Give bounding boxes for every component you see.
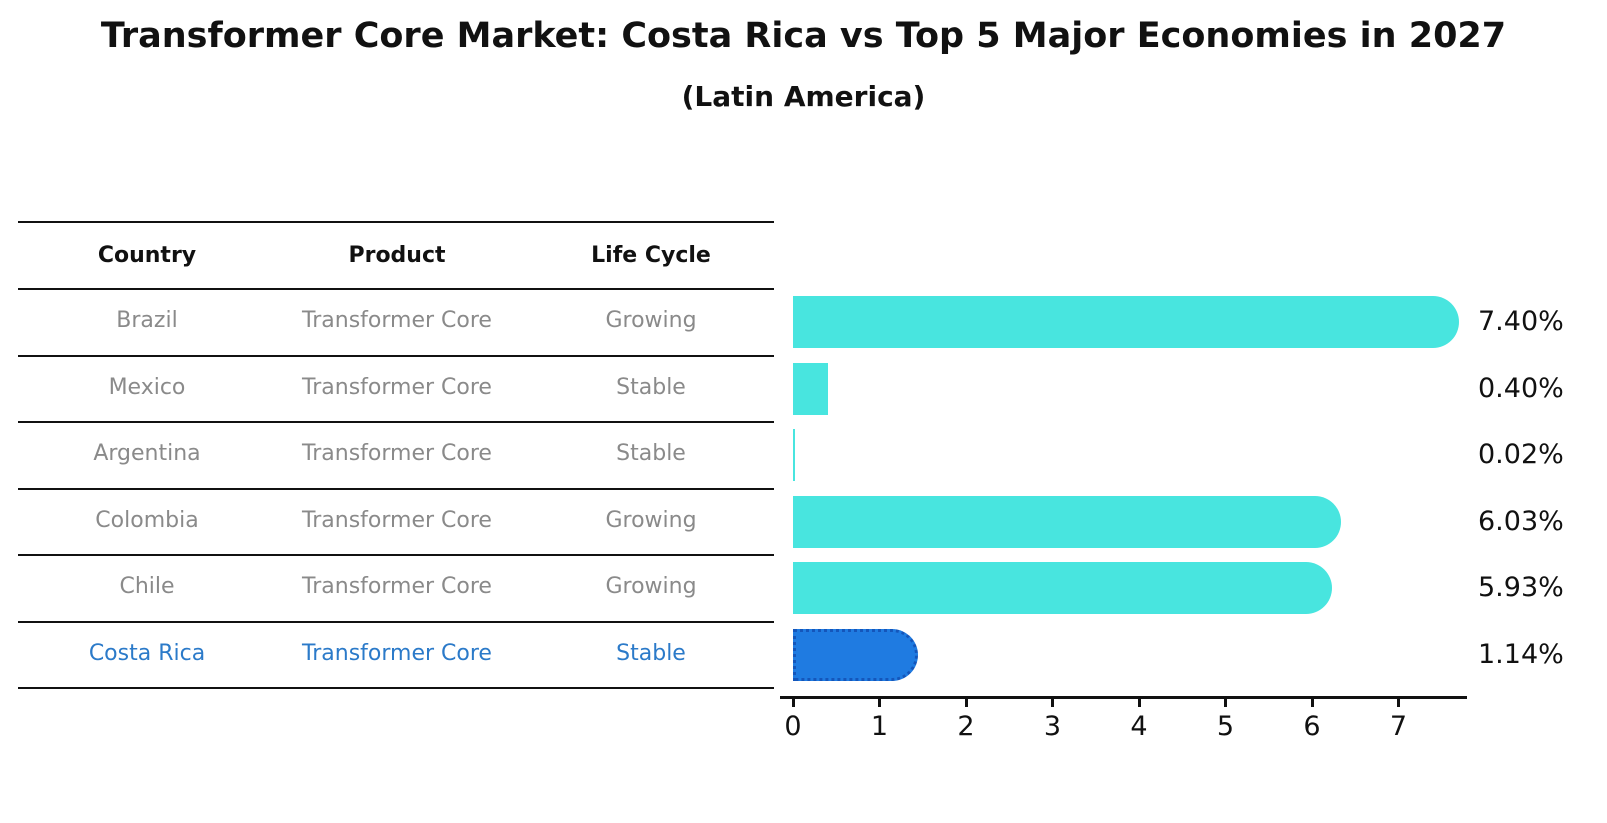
value-label: 6.03% [1478, 505, 1564, 537]
x-axis-tick-label: 0 [784, 711, 802, 742]
table-cell-life_cycle: Growing [605, 507, 697, 533]
x-axis-tick-label: 3 [1043, 711, 1062, 742]
value-label: 0.40% [1478, 372, 1564, 404]
table-line [18, 221, 774, 223]
x-axis-tick [1310, 696, 1314, 707]
table-cell-product: Transformer Core [302, 374, 492, 400]
x-axis-tick [1397, 696, 1400, 707]
column-header-product: Product [348, 243, 446, 268]
x-axis-tick-label: 2 [957, 711, 975, 742]
x-axis-tick-label: 5 [1216, 711, 1235, 742]
table-cell-product: Transformer Core [302, 507, 492, 533]
bar-mexico [793, 362, 828, 415]
table-cell-country: Costa Rica [88, 640, 206, 666]
column-header-country: Country [97, 243, 197, 268]
x-axis-line [780, 696, 1467, 699]
chart-title: Transformer Core Market: Costa Rica vs T… [100, 16, 1507, 56]
value-label: 5.93% [1478, 572, 1564, 603]
x-axis-tick [1224, 696, 1227, 707]
value-label: 0.02% [1478, 439, 1564, 470]
x-axis-tick-label: 7 [1389, 711, 1408, 742]
value-label: 7.40% [1478, 306, 1564, 337]
table-cell-life_cycle: Growing [605, 308, 697, 334]
x-axis-tick-label: 4 [1130, 711, 1148, 742]
x-axis-tick [1051, 696, 1054, 707]
value-label: 1.14% [1478, 638, 1564, 670]
table-cell-life_cycle: Stable [616, 374, 686, 400]
chart-subtitle: (Latin America) [681, 80, 926, 113]
table-line [18, 288, 774, 290]
x-axis-tick [791, 696, 795, 707]
x-axis-tick [1137, 696, 1141, 707]
table-cell-country: Chile [119, 574, 175, 600]
table-line [18, 354, 774, 357]
table-cell-product: Transformer Core [302, 308, 492, 334]
table-cell-life_cycle: Growing [605, 574, 697, 600]
table-line [18, 554, 774, 556]
bar-costa-rica [793, 628, 918, 681]
bar-argentina [793, 429, 795, 481]
x-axis-tick-label: 1 [870, 711, 889, 742]
table-cell-product: Transformer Core [302, 574, 492, 600]
table-cell-country: Colombia [95, 507, 199, 533]
bar-colombia [793, 495, 1341, 548]
x-axis-tick [878, 696, 881, 707]
table-cell-country: Argentina [93, 441, 201, 467]
table-line [18, 620, 774, 623]
table-cell-life_cycle: Stable [616, 441, 686, 467]
table-cell-country: Brazil [116, 308, 178, 334]
table-line [18, 687, 774, 689]
x-axis-tick [964, 696, 968, 707]
table-line [18, 487, 774, 490]
table-cell-country: Mexico [108, 374, 186, 400]
table-cell-life_cycle: Stable [616, 640, 686, 666]
bar-brazil [793, 296, 1460, 348]
bar-chile [793, 562, 1332, 614]
table-cell-product: Transformer Core [302, 441, 492, 467]
x-axis-tick-label: 6 [1303, 711, 1321, 742]
table-line [18, 421, 774, 423]
column-header-life_cycle: Life Cycle [591, 243, 711, 268]
table-cell-product: Transformer Core [302, 640, 492, 666]
